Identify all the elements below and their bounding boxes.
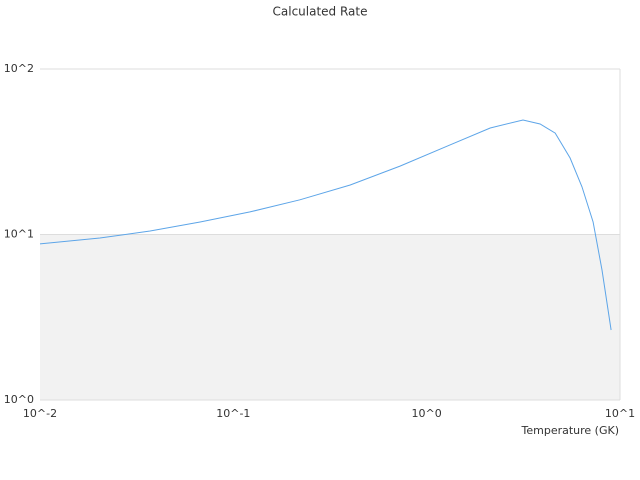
x-axis-label: Temperature (GK) — [521, 424, 620, 437]
y-tick-label: 10^1 — [4, 228, 34, 241]
y-tick-label: 10^0 — [4, 393, 34, 406]
grid-band — [40, 234, 620, 400]
x-tick-label: 10^0 — [412, 407, 442, 420]
x-tick-label: 10^-2 — [23, 407, 57, 420]
x-tick-label: 10^-1 — [216, 407, 250, 420]
chart-title: Calculated Rate — [273, 5, 368, 19]
x-tick-label: 10^1 — [605, 407, 635, 420]
y-tick-label: 10^2 — [4, 62, 34, 75]
line — [39, 119, 612, 331]
